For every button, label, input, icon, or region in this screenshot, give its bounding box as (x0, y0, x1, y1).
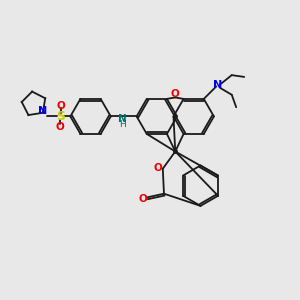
Text: O: O (56, 101, 65, 111)
Text: O: O (171, 88, 180, 99)
Text: N: N (38, 106, 47, 116)
Text: H: H (119, 120, 126, 129)
Text: S: S (56, 110, 65, 123)
Text: N: N (213, 80, 223, 90)
Text: O: O (153, 163, 162, 173)
Text: O: O (139, 194, 148, 204)
Text: O: O (56, 122, 64, 132)
Text: N: N (118, 114, 127, 124)
